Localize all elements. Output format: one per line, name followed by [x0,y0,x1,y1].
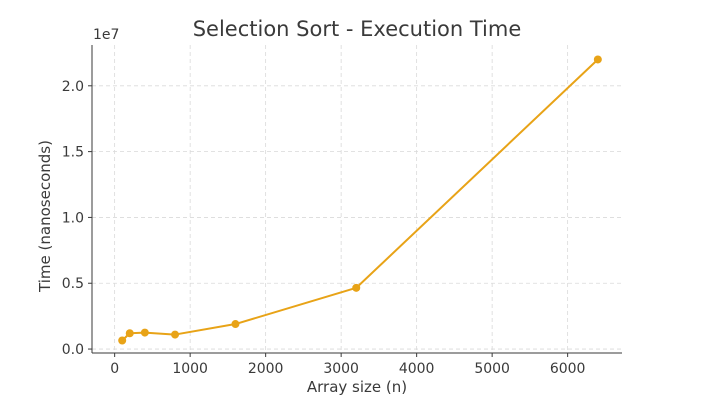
data-point [118,336,127,345]
x-axis-label: Array size (n) [307,378,407,396]
data-point [140,328,149,337]
y-axis-label: Time (nanoseconds) [36,140,54,293]
chart-title: Selection Sort - Execution Time [193,17,522,41]
y-tick-label: 2.0 [62,79,84,95]
x-tick-label: 5000 [474,361,510,377]
data-point [352,283,361,292]
axis-ticks: 0 1000 2000 3000 4000 5000 6000 0.0 0.5 1.0 1.5 2.0 [62,79,586,377]
data-point [171,330,180,339]
y-tick-label: 0.0 [62,342,84,358]
x-tick-label: 6000 [550,361,586,377]
x-tick-label: 1000 [172,361,208,377]
x-tick-label: 2000 [248,361,284,377]
axes-frame [91,45,622,354]
grid [92,45,622,353]
x-tick-label: 0 [110,361,119,377]
data-point [231,320,240,329]
x-tick-label: 4000 [399,361,435,377]
y-tick-label: 1.5 [62,145,84,161]
y-tick-label: 0.5 [62,276,84,292]
y-tick-label: 1.0 [62,210,84,226]
y-axis-multiplier: 1e7 [93,27,119,43]
data-series [118,55,602,345]
series-line [121,58,599,342]
x-tick-label: 3000 [323,361,359,377]
data-point [593,55,602,64]
data-point [125,329,134,338]
